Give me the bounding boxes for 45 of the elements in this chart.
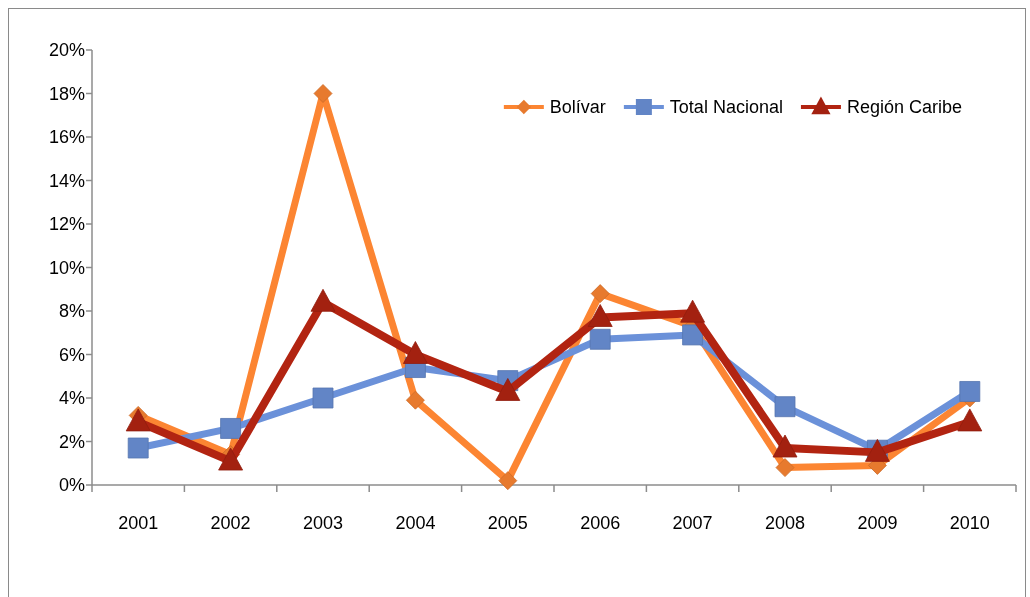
x-tick-label: 2003 bbox=[302, 513, 344, 533]
point bbox=[127, 437, 149, 459]
legend-label: Total Nacional bbox=[669, 97, 783, 117]
point bbox=[774, 396, 796, 418]
y-tick-label: 16% bbox=[48, 127, 85, 147]
point bbox=[772, 434, 798, 458]
x-tick-label: 2002 bbox=[210, 513, 251, 533]
y-tick-label: 0% bbox=[58, 475, 85, 495]
point bbox=[957, 408, 983, 432]
point bbox=[589, 328, 611, 350]
x-tick-label: 2008 bbox=[764, 513, 806, 533]
y-tick-label: 12% bbox=[48, 214, 85, 234]
y-tick-label: 2% bbox=[58, 431, 85, 452]
point bbox=[680, 299, 705, 323]
y-tick-label: 14% bbox=[48, 170, 85, 191]
y-tick-label: 10% bbox=[48, 257, 85, 278]
point bbox=[587, 304, 613, 327]
y-tick-label: 8% bbox=[58, 301, 85, 321]
point bbox=[125, 408, 151, 432]
point bbox=[403, 341, 428, 364]
point bbox=[312, 387, 334, 409]
y-tick-label: 6% bbox=[58, 344, 85, 365]
y-tick-label: 20% bbox=[48, 40, 85, 60]
x-tick-label: 2009 bbox=[857, 513, 898, 533]
y-tick-label: 4% bbox=[58, 388, 85, 408]
point bbox=[310, 288, 336, 312]
x-tick-label: 2001 bbox=[118, 513, 159, 533]
x-tick-label: 2010 bbox=[949, 513, 990, 533]
point bbox=[959, 381, 981, 402]
point bbox=[313, 84, 333, 103]
point bbox=[682, 324, 703, 346]
point bbox=[590, 284, 610, 303]
point bbox=[498, 471, 518, 491]
point bbox=[218, 447, 243, 471]
point bbox=[220, 418, 241, 439]
legend-label: Región Caribe bbox=[846, 97, 963, 117]
x-tick-label: 2007 bbox=[672, 513, 713, 533]
y-tick-label: 18% bbox=[48, 83, 85, 104]
point bbox=[406, 390, 425, 410]
x-tick-label: 2005 bbox=[487, 513, 528, 533]
legend-label: Bolívar bbox=[549, 97, 606, 117]
point bbox=[495, 378, 521, 401]
point bbox=[775, 458, 795, 477]
x-tick-label: 2004 bbox=[395, 513, 436, 533]
x-tick-label: 2006 bbox=[580, 513, 621, 533]
